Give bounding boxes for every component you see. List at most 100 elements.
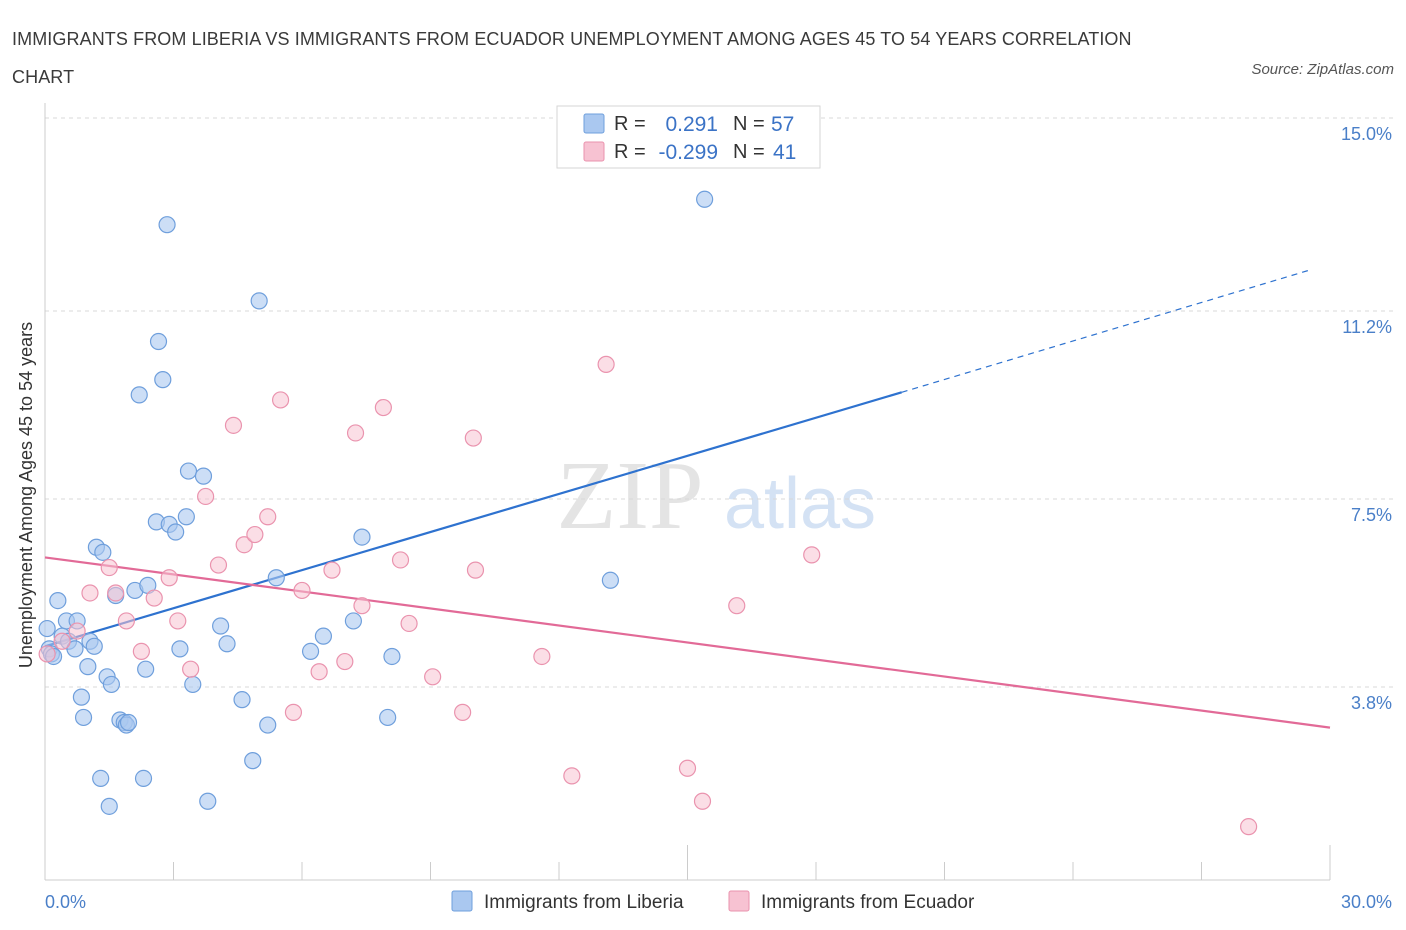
point-liberia-49 — [267, 569, 285, 587]
axes — [44, 103, 1331, 881]
point-ecuador-17 — [259, 508, 277, 526]
point-liberia-40 — [184, 675, 202, 694]
point-ecuador-5 — [107, 584, 125, 602]
point-liberia-34 — [158, 216, 176, 234]
point-liberia-57 — [696, 190, 714, 208]
series-liberia-points — [38, 190, 714, 815]
legend-r-value-ecuador: -0.299 — [658, 141, 718, 164]
point-liberia-10 — [72, 688, 91, 706]
legend-swatch-liberia — [583, 113, 605, 134]
legend-swatch-ecuador — [583, 141, 605, 162]
point-liberia-56 — [601, 571, 620, 589]
point-liberia-0 — [38, 619, 56, 638]
point-liberia-8 — [66, 640, 84, 658]
point-ecuador-20 — [293, 581, 311, 600]
point-liberia-53 — [353, 528, 371, 546]
point-liberia-45 — [233, 691, 251, 709]
point-ecuador-40 — [1240, 818, 1258, 836]
point-liberia-50 — [301, 642, 320, 661]
trend-line-liberia — [44, 391, 902, 648]
source-label: Source: ZipAtlas.com — [1251, 61, 1394, 78]
point-liberia-43 — [212, 617, 230, 635]
point-ecuador-25 — [353, 597, 371, 615]
point-ecuador-10 — [169, 612, 187, 630]
point-liberia-44 — [218, 635, 236, 653]
point-ecuador-15 — [235, 536, 253, 554]
point-ecuador-29 — [424, 668, 442, 686]
point-liberia-54 — [383, 647, 401, 666]
legend-r-value-liberia: 0.291 — [665, 113, 718, 136]
point-ecuador-30 — [454, 703, 472, 721]
point-liberia-37 — [171, 640, 189, 658]
y-tick-label-0: 3.8% — [1351, 693, 1392, 713]
trend-lines — [44, 269, 1331, 729]
point-ecuador-12 — [197, 487, 215, 506]
point-liberia-11 — [74, 708, 93, 727]
y-tick-label-3: 15.0% — [1341, 124, 1392, 144]
point-ecuador-39 — [803, 546, 821, 564]
point-liberia-51 — [314, 627, 333, 645]
point-ecuador-13 — [209, 556, 228, 574]
legend-r-label-2: R = — [614, 141, 646, 163]
y-axis-label: Unemployment Among Ages 45 to 54 years — [16, 322, 36, 668]
point-liberia-41 — [194, 467, 213, 485]
point-liberia-19 — [100, 797, 118, 815]
point-ecuador-0 — [38, 645, 56, 663]
point-liberia-33 — [154, 371, 172, 389]
point-ecuador-32 — [466, 561, 485, 579]
trend-line-liberia-extension — [901, 269, 1309, 393]
point-ecuador-8 — [145, 589, 163, 607]
legend-n-value-ecuador: 41 — [773, 141, 796, 164]
point-ecuador-18 — [271, 391, 290, 409]
bottom-legend-label-ecuador: Immigrants from Ecuador — [761, 892, 975, 913]
point-liberia-27 — [130, 386, 148, 404]
point-ecuador-24 — [346, 424, 365, 442]
legend-r-label-1: R = — [614, 113, 646, 135]
bottom-legend-label-liberia: Immigrants from Liberia — [484, 892, 684, 913]
point-liberia-29 — [137, 660, 155, 678]
point-ecuador-38 — [728, 597, 746, 615]
legend-n-label-1: N = — [733, 113, 765, 135]
point-liberia-42 — [199, 792, 217, 810]
point-liberia-38 — [177, 508, 195, 526]
point-liberia-25 — [119, 713, 138, 732]
point-liberia-16 — [92, 769, 110, 788]
point-ecuador-1 — [53, 632, 71, 650]
point-ecuador-2 — [68, 622, 86, 640]
point-liberia-17 — [94, 543, 112, 561]
point-ecuador-14 — [224, 416, 243, 434]
point-liberia-46 — [244, 752, 262, 770]
point-liberia-32 — [149, 332, 168, 351]
point-liberia-28 — [134, 769, 153, 788]
bottom-legend-swatch-liberia — [451, 890, 473, 912]
point-ecuador-27 — [391, 551, 410, 569]
point-ecuador-4 — [100, 558, 118, 577]
point-ecuador-21 — [310, 663, 328, 681]
legend-n-value-liberia: 57 — [771, 113, 794, 136]
x-tick-label-0: 0.0% — [45, 892, 86, 912]
point-ecuador-22 — [323, 561, 341, 579]
grid-lines — [45, 117, 1395, 688]
point-ecuador-31 — [464, 429, 482, 447]
point-liberia-4 — [49, 591, 67, 610]
x-tick-label-1: 30.0% — [1341, 892, 1392, 912]
bottom-legend-swatch-ecuador — [728, 890, 750, 912]
point-ecuador-28 — [400, 614, 418, 633]
point-ecuador-7 — [132, 642, 150, 661]
point-ecuador-9 — [160, 569, 178, 587]
point-ecuador-37 — [693, 792, 712, 810]
point-ecuador-23 — [336, 652, 354, 671]
legend-n-label-2: N = — [733, 141, 765, 163]
point-ecuador-26 — [374, 398, 392, 417]
point-liberia-55 — [379, 708, 397, 727]
correlation-legend: R = 0.291 N = 57 R = -0.299 N = 41 — [556, 105, 821, 169]
point-liberia-12 — [79, 658, 97, 676]
point-ecuador-19 — [284, 703, 303, 721]
y-tick-label-2: 11.2% — [1342, 317, 1392, 337]
point-liberia-52 — [344, 612, 362, 630]
watermark-atlas: atlas — [724, 464, 876, 544]
point-ecuador-35 — [597, 355, 615, 373]
chart-title: IMMIGRANTS FROM LIBERIA VS IMMIGRANTS FR… — [12, 29, 1132, 87]
point-liberia-20 — [102, 675, 120, 694]
